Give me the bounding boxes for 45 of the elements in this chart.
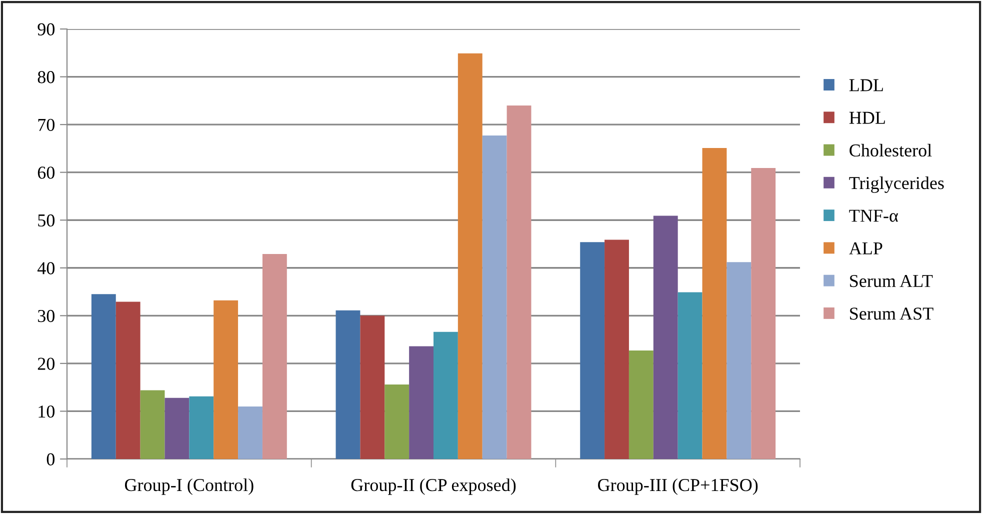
bar [604,240,629,459]
bar [678,292,702,459]
bar [580,242,605,459]
legend-label: Serum ALT [850,274,933,288]
bar [653,216,678,459]
y-tick-label: 20 [38,358,55,370]
legend-label: LDL [849,79,883,92]
bar [262,254,287,459]
x-tick-label: Group-II (CP exposed) [351,478,516,495]
y-tick-label: 80 [38,71,55,84]
y-tick-label: 40 [37,262,55,274]
x-tick-label: Group-I (Control) [124,478,254,495]
bar [751,168,776,459]
bar [91,294,116,459]
bar [726,262,752,459]
bar [360,316,385,459]
bar [164,398,190,459]
y-tick-label: 50 [38,214,55,227]
legend-label: Cholesterol [850,144,932,157]
bar [336,310,360,459]
bar [214,300,238,459]
bar [482,136,507,459]
bar [238,406,262,459]
bar [434,332,458,459]
y-tick-label: 70 [38,118,55,131]
x-tick-label: Group-III (CP+1FSO) [598,478,758,495]
legend-label: Triglycerides [849,176,944,193]
y-tick-label: 10 [38,405,55,418]
legend-label: TNF-α [849,210,898,222]
legend-label: ALP [849,242,882,254]
y-tick-label: 30 [38,310,55,322]
y-tick-label: 0 [46,453,55,466]
bar [506,105,532,459]
bar [628,350,654,459]
bar [189,396,214,459]
y-tick-label: 60 [38,166,55,179]
bar [140,390,165,459]
legend-label: Serum AST [850,308,934,320]
bar [116,302,140,459]
bar [702,148,727,459]
bar [458,53,482,459]
y-tick-label: 90 [38,23,55,36]
legend-label: HDL [849,112,885,124]
bar [384,384,410,459]
bar [409,346,434,459]
